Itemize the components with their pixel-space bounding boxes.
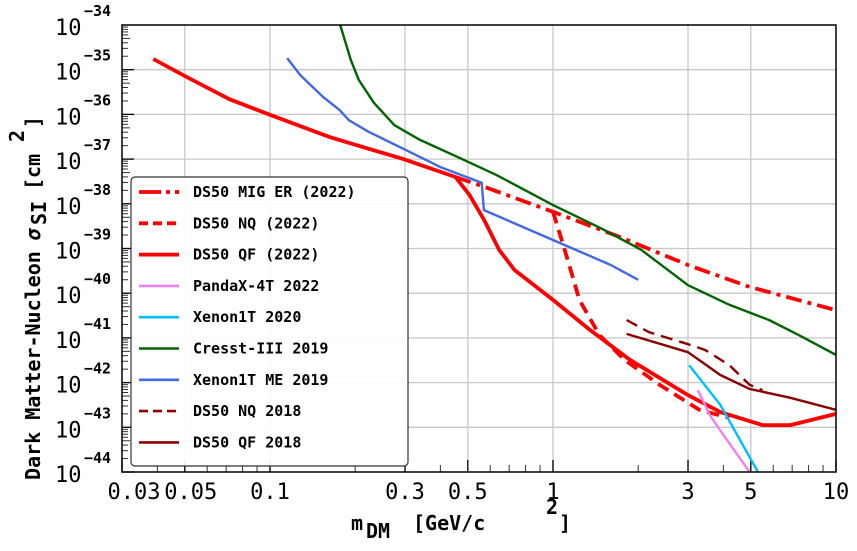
y-title-close: ] (21, 116, 45, 128)
y-tick-exponent: −40 (84, 270, 111, 288)
legend-item: DS50 MIG ER (2022) (139, 183, 356, 201)
x-tick-label: 0.3 (385, 480, 425, 505)
legend-item: Xenon1T 2020 (139, 308, 301, 326)
y-tick-exponent: −35 (84, 47, 111, 65)
legend-box (130, 176, 409, 467)
plot-frame (121, 24, 837, 473)
legend-item: DS50 NQ 2018 (139, 402, 301, 420)
legend-label: DS50 NQ 2018 (193, 402, 301, 420)
y-tick-exponent: −39 (84, 226, 111, 244)
series-line-xenon1t-me-2019 (286, 57, 639, 281)
y-title-main: Dark Matter-Nucleon (21, 251, 45, 480)
y-tick-base: 10 (55, 105, 82, 130)
series-line-ds50-qf-2018 (626, 332, 836, 412)
series-line-ds50-nq-2022 (551, 211, 730, 420)
x-title-sub: DM (366, 519, 390, 543)
y-tick-base: 10 (55, 150, 82, 175)
y-tick-exponent: −41 (84, 315, 111, 333)
x-tick-label: 0.1 (250, 480, 290, 505)
legend-label: Xenon1T 2020 (193, 308, 301, 326)
legend-label: Xenon1T ME 2019 (193, 371, 328, 389)
series-line-ds50-nq-2018 (626, 318, 763, 392)
y-tick-base: 10 (55, 463, 82, 488)
y-tick-base: 10 (55, 195, 82, 220)
y-tick-exponent: −37 (84, 136, 111, 154)
legend-item: Cresst-III 2019 (139, 340, 328, 358)
legend-item: DS50 QF 2018 (139, 433, 301, 451)
x-tick-label: 5 (744, 480, 757, 505)
y-title-unit: [cm (21, 154, 45, 190)
y-tick-exponent: −44 (84, 449, 111, 467)
y-tick-base: 10 (55, 16, 82, 41)
y-tick-exponent: −42 (84, 360, 111, 378)
legend-item: DS50 QF (2022) (139, 246, 319, 264)
x-tick-label: 0.03 (108, 480, 161, 505)
x-tick-label: 0.05 (164, 480, 217, 505)
series-line-xenon1t-2020 (688, 364, 760, 472)
legend-item: Xenon1T ME 2019 (139, 371, 328, 389)
y-tick-labels: 10−3410−3510−3610−3710−3810−3910−4010−41… (55, 2, 111, 488)
legend-label: DS50 QF 2018 (193, 433, 301, 451)
y-tick-base: 10 (55, 418, 82, 443)
y-tick-exponent: −43 (84, 404, 111, 422)
y-tick-base: 10 (55, 329, 82, 354)
legend-item: PandaX-4T 2022 (139, 277, 319, 295)
x-tick-label: 10 (823, 480, 850, 505)
curves (152, 25, 836, 472)
legend-label: DS50 NQ (2022) (193, 214, 319, 232)
x-title-unit: [GeV/c (413, 511, 485, 535)
legend-item: DS50 NQ (2022) (139, 214, 319, 232)
y-tick-base: 10 (55, 284, 82, 309)
legend-label: DS50 MIG ER (2022) (193, 183, 356, 201)
y-tick-base: 10 (55, 61, 82, 86)
legend-label: PandaX-4T 2022 (193, 277, 319, 295)
y-title-sub: SI (27, 201, 51, 225)
series-line-cresst-iii-2019 (339, 25, 836, 356)
legend-label: Cresst-III 2019 (193, 340, 328, 358)
legend-label: DS50 QF (2022) (193, 246, 319, 264)
x-title-main: m (351, 511, 363, 535)
y-tick-base: 10 (55, 374, 82, 399)
x-tick-label: 3 (681, 480, 694, 505)
x-title-sup: 2 (546, 495, 558, 519)
x-title-close: ] (559, 511, 571, 535)
y-title-sup: 2 (5, 130, 29, 142)
y-tick-exponent: −34 (84, 2, 111, 20)
y-axis-title: Dark Matter-Nucleon σ SI [cm 2 ] (5, 116, 51, 480)
y-tick-base: 10 (55, 240, 82, 265)
x-tick-labels: 0.03 0.05 0.1 0.3 0.5 1 3 5 10 (108, 480, 850, 505)
x-tick-label: 1 (546, 480, 559, 505)
x-axis-title: m DM [GeV/c 2 ] (351, 495, 571, 543)
y-title-sigma: σ (21, 228, 45, 241)
legend: DS50 MIG ER (2022) DS50 NQ (2022) DS50 QF … (130, 176, 409, 467)
y-tick-exponent: −36 (84, 91, 111, 109)
series-line-ds50-qf-2022 (152, 57, 836, 428)
series-line-pandax-4t-2022 (696, 389, 751, 472)
y-tick-exponent: −38 (84, 181, 111, 199)
x-tick-label: 0.5 (448, 480, 488, 505)
